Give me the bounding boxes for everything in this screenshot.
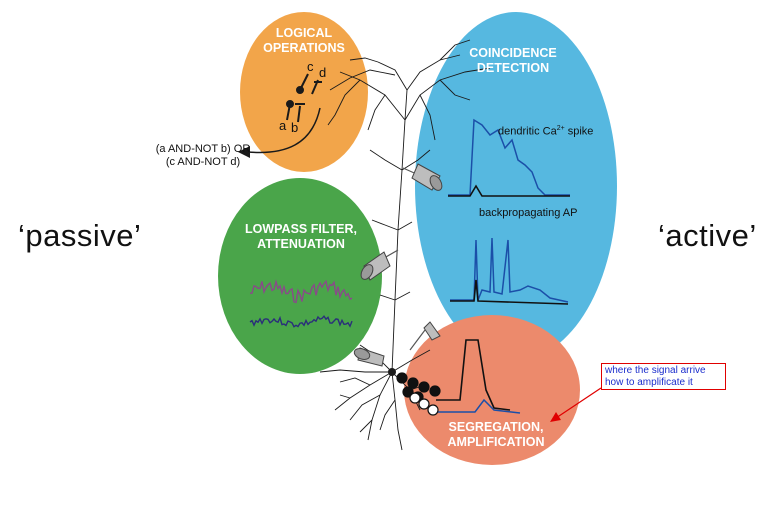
spike-suffix: spike: [564, 125, 594, 138]
annotation-note: where the signal arrive how to amplifica…: [601, 363, 726, 390]
annotation-arrowhead-icon: [550, 412, 561, 422]
dendritic-ca-spike-label: dendritic Ca2+ spike: [498, 122, 593, 139]
electrode-basal: [353, 347, 385, 367]
dendritic-ca-text: dendritic Ca: [498, 125, 557, 138]
synaptic-inputs: [396, 372, 441, 416]
navy-smoothed-trace: [249, 315, 353, 328]
lowpass-filter-bubble: [218, 178, 382, 374]
neuron-soma: [388, 368, 396, 376]
calcium-superscript: 2+: [556, 125, 565, 132]
purple-noisy-trace: [250, 279, 353, 304]
synapse-letter-b: b: [291, 120, 299, 135]
active-label: ‘active’: [658, 218, 757, 253]
burst-soma-trace: [450, 279, 569, 305]
backpropagating-ap-label: backpropagating AP: [479, 207, 578, 219]
logical-operations-bubble: [240, 12, 368, 172]
electrode-active-lower: [409, 321, 441, 351]
logic-synapses: [286, 73, 322, 123]
electrode-coincidence: [402, 163, 443, 191]
segregation-amplification-bubble: [404, 315, 580, 465]
synapse-letter-d: d: [319, 65, 327, 80]
burst-dendrite-trace: [450, 237, 569, 303]
logic-output-arrow: [247, 107, 321, 154]
passive-label: ‘passive’: [18, 218, 142, 253]
lowpass-filter-title: LOWPASS FILTER, ATTENUATION: [244, 222, 358, 251]
synapse-letter-c: c: [307, 59, 314, 74]
coincidence-detection-title: COINCIDENCE DETECTION: [469, 46, 557, 75]
electrode-lowpass: [360, 249, 399, 281]
small-epsp-trace: [436, 398, 521, 414]
segregation-amplification-title: SEGREGATION, AMPLIFICATION: [447, 420, 545, 449]
arrowhead-icon: [238, 146, 250, 158]
neuron-dendrites: [327, 39, 491, 373]
logic-formula: (a AND-NOT b) OR (c AND-NOT d): [155, 143, 251, 168]
amplified-epsp-trace: [436, 339, 511, 411]
synapse-letter-a: a: [279, 118, 287, 133]
annotation-arrow-line: [555, 387, 602, 419]
backprop-ap-trace: [448, 184, 570, 197]
coincidence-detection-bubble: [415, 12, 617, 360]
logical-operations-title: LOGICAL OPERATIONS: [263, 26, 345, 55]
dendritic-ca-spike-trace: [448, 118, 570, 196]
